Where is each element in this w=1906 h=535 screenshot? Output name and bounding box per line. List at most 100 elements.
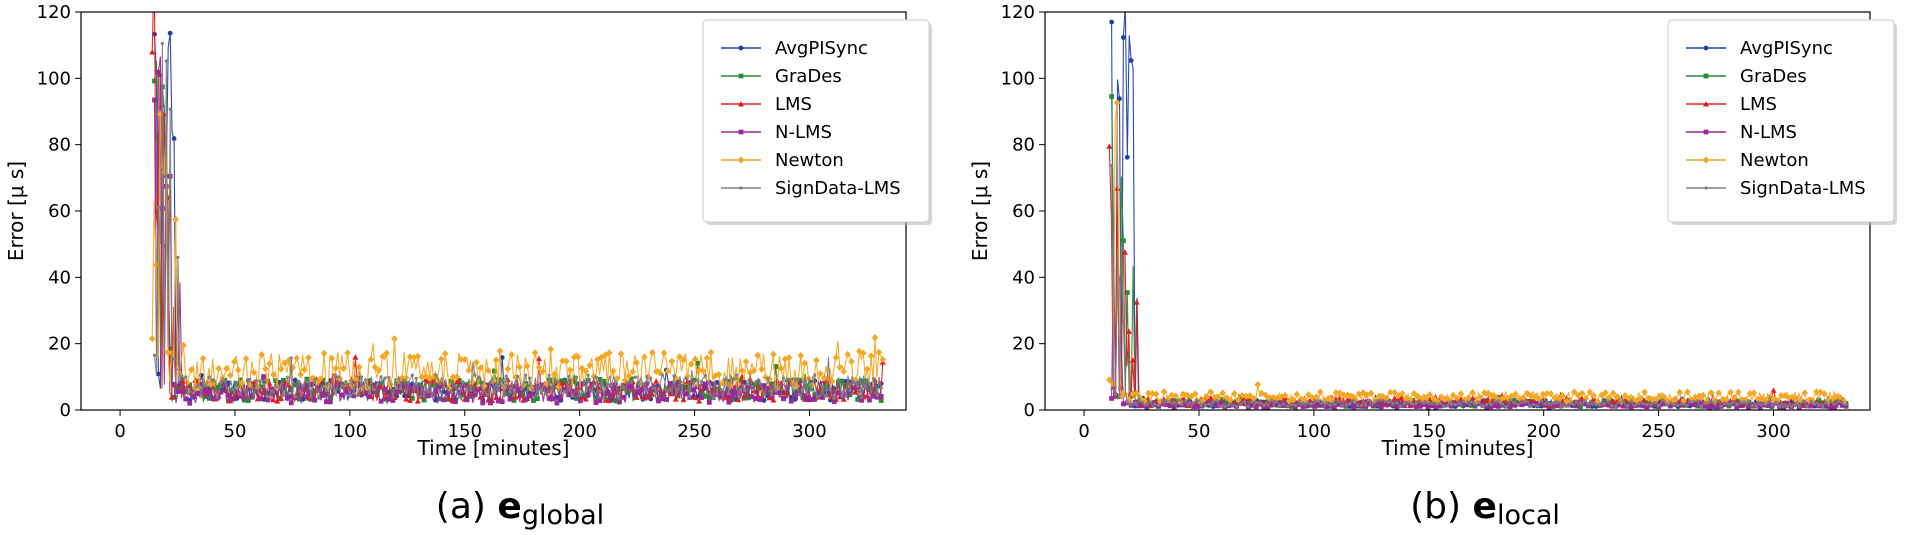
marker — [813, 356, 820, 364]
marker — [453, 373, 461, 381]
marker — [671, 382, 677, 388]
marker — [1442, 404, 1446, 408]
marker — [1656, 392, 1664, 401]
marker — [859, 397, 865, 403]
marker — [765, 385, 771, 391]
marker — [1624, 401, 1630, 406]
marker — [1719, 396, 1726, 404]
marker — [1695, 403, 1701, 409]
marker — [473, 358, 480, 366]
marker — [1706, 405, 1712, 410]
marker — [1129, 390, 1136, 398]
marker — [1136, 403, 1142, 409]
x-axis-label: Time [minutes] — [1381, 436, 1534, 460]
caption: (b) elocal — [1410, 486, 1560, 531]
marker — [1754, 404, 1758, 409]
marker — [1621, 392, 1629, 400]
marker — [606, 383, 610, 387]
marker — [433, 383, 439, 388]
marker — [227, 389, 231, 393]
marker — [1703, 403, 1708, 409]
marker — [871, 377, 875, 381]
marker — [812, 392, 818, 398]
marker — [1524, 399, 1528, 404]
marker — [562, 378, 568, 384]
marker — [1594, 402, 1598, 407]
marker — [620, 394, 626, 400]
marker — [836, 377, 840, 382]
marker — [1317, 399, 1321, 403]
marker — [1578, 404, 1583, 410]
marker — [406, 380, 411, 384]
marker — [797, 352, 804, 360]
marker — [742, 388, 747, 392]
marker — [1137, 394, 1144, 403]
marker — [250, 386, 254, 390]
marker — [1523, 400, 1529, 406]
marker — [171, 381, 177, 387]
marker — [1144, 404, 1150, 410]
marker — [1727, 402, 1731, 406]
marker — [577, 398, 583, 404]
marker — [183, 396, 189, 402]
legend-item-avgpisync: AvgPISync — [721, 38, 868, 59]
marker — [1192, 401, 1196, 405]
marker — [167, 30, 173, 36]
marker — [1801, 389, 1808, 397]
marker — [1141, 400, 1145, 405]
marker — [797, 393, 801, 397]
y-tick-label: 100 — [37, 68, 71, 89]
marker — [1605, 401, 1611, 406]
marker — [516, 363, 523, 371]
marker — [1324, 394, 1332, 403]
marker — [1395, 392, 1402, 400]
marker — [1692, 399, 1696, 403]
marker — [731, 377, 735, 381]
marker — [1270, 398, 1274, 402]
marker — [1180, 390, 1187, 398]
marker — [831, 399, 837, 405]
marker — [1253, 404, 1259, 410]
marker — [844, 350, 851, 358]
y-tick-label: 80 — [48, 135, 71, 156]
marker — [199, 354, 207, 363]
marker — [753, 396, 759, 401]
marker — [284, 395, 290, 401]
marker — [1336, 389, 1344, 397]
marker — [738, 73, 744, 79]
marker — [1410, 402, 1415, 406]
marker — [210, 396, 216, 401]
marker — [270, 396, 277, 403]
marker — [219, 379, 223, 383]
marker — [781, 396, 786, 402]
legend-item-signdata-lms: SignData-LMS — [721, 178, 901, 199]
marker — [1125, 328, 1132, 334]
marker — [683, 384, 689, 390]
marker — [292, 382, 298, 388]
marker — [1629, 395, 1637, 403]
marker — [840, 396, 847, 402]
marker — [164, 348, 172, 356]
legend-item-lms: LMS — [721, 94, 812, 115]
marker — [152, 353, 157, 357]
marker — [1238, 391, 1246, 400]
marker — [485, 393, 489, 397]
marker — [1117, 96, 1122, 102]
marker — [1184, 399, 1188, 403]
marker — [1278, 393, 1285, 401]
legend-item-signdata-lms: SignData-LMS — [1686, 178, 1866, 199]
marker — [706, 399, 712, 405]
marker — [218, 383, 224, 389]
legend-label: SignData-LMS — [775, 178, 901, 199]
marker — [519, 391, 525, 397]
series-signdata-lms — [1110, 163, 1848, 409]
marker — [1246, 404, 1250, 409]
marker — [206, 389, 212, 395]
marker — [1765, 403, 1771, 408]
marker — [628, 376, 634, 382]
marker — [527, 393, 532, 399]
marker — [1792, 401, 1798, 406]
x-tick-label: 150 — [448, 421, 482, 442]
marker — [804, 397, 810, 403]
marker — [1734, 404, 1740, 410]
